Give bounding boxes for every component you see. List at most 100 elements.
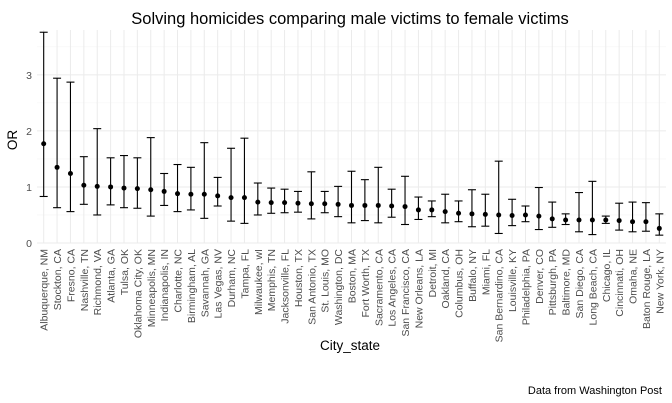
chart-title: Solving homicides comparing male victims… bbox=[131, 10, 568, 28]
x-tick-label: San Bernardino, CA bbox=[494, 249, 506, 342]
estimate-point bbox=[161, 188, 167, 194]
estimate-point bbox=[148, 187, 154, 193]
x-tick-label: Baton Rouge, LA bbox=[641, 249, 653, 329]
y-axis-ticks: 0 1 2 3 bbox=[26, 70, 32, 250]
x-tick-label: Cincinnati, OH bbox=[614, 249, 626, 317]
x-tick-label: Buffalo, NY bbox=[467, 249, 479, 302]
estimate-point bbox=[335, 201, 341, 207]
estimate-point bbox=[482, 211, 488, 217]
estimate-point bbox=[108, 184, 114, 190]
x-tick-label: Chicago, IL bbox=[601, 249, 613, 302]
x-tick-label: San Antonio, TX bbox=[306, 249, 318, 325]
x-tick-label: Columbus, OH bbox=[454, 249, 466, 318]
estimate-point bbox=[188, 191, 194, 197]
estimate-point bbox=[469, 211, 475, 217]
x-tick-label: Denver, CO bbox=[534, 249, 546, 304]
estimate-point bbox=[589, 217, 595, 223]
estimate-point bbox=[228, 195, 234, 201]
x-tick-label: Philadelphia, PA bbox=[520, 249, 532, 325]
estimate-point bbox=[402, 204, 408, 210]
x-tick-label: San Diego, CA bbox=[574, 249, 586, 318]
estimate-point bbox=[496, 212, 502, 218]
estimate-point bbox=[54, 164, 60, 170]
x-tick-label: Jacksonville, FL bbox=[280, 249, 292, 324]
x-tick-label: Washington, DC bbox=[333, 249, 345, 325]
x-tick-label: Savannah, GA bbox=[199, 249, 211, 317]
x-tick-label: St. Louis, MO bbox=[320, 249, 332, 313]
y-tick-label: 0 bbox=[26, 238, 32, 250]
estimate-point bbox=[67, 170, 73, 176]
estimate-point bbox=[389, 203, 395, 209]
estimate-point bbox=[134, 186, 140, 192]
x-tick-label: Stockton, CA bbox=[52, 249, 64, 310]
estimate-point bbox=[308, 201, 314, 207]
estimate-point bbox=[536, 213, 542, 219]
x-tick-label: Durham, NC bbox=[226, 249, 238, 308]
x-tick-label: Tampa, FL bbox=[239, 249, 251, 299]
estimate-point bbox=[41, 141, 47, 147]
estimate-point bbox=[175, 191, 181, 197]
x-tick-label: New York, NY bbox=[654, 249, 666, 314]
x-tick-label: Nashville, TN bbox=[79, 249, 91, 311]
x-tick-label: Atlanta, GA bbox=[106, 249, 118, 303]
x-tick-label: Los Angeles, CA bbox=[387, 249, 399, 327]
x-tick-label: Omaha, NE bbox=[628, 249, 640, 304]
estimate-point bbox=[295, 200, 301, 206]
estimate-point bbox=[362, 202, 368, 208]
estimate-point bbox=[322, 201, 328, 207]
estimate-point bbox=[630, 219, 636, 225]
x-tick-label: Tulsa, OK bbox=[119, 249, 131, 295]
x-tick-label: Indianapolis, IN bbox=[159, 249, 171, 321]
x-tick-label: Memphis, TN bbox=[266, 249, 278, 311]
y-tick-label: 3 bbox=[26, 70, 32, 82]
estimate-point bbox=[616, 218, 622, 224]
x-tick-label: Oklahoma City, OK bbox=[132, 249, 144, 338]
x-tick-label: Houston, TX bbox=[293, 249, 305, 307]
x-tick-label: Charlotte, NC bbox=[173, 249, 185, 313]
estimate-point bbox=[375, 202, 381, 208]
x-tick-label: New Orleans, LA bbox=[413, 249, 425, 328]
x-tick-label: Richmond, VA bbox=[92, 249, 104, 315]
estimate-point bbox=[429, 207, 435, 213]
x-tick-label: Oakland, CA bbox=[440, 249, 452, 309]
y-tick-label: 2 bbox=[26, 126, 32, 138]
error-bar-series bbox=[39, 31, 664, 236]
x-tick-label: Minneapolis, MN bbox=[146, 249, 158, 327]
x-tick-label: Fort Worth, TX bbox=[360, 249, 372, 317]
x-tick-label: Sacramento, CA bbox=[373, 249, 385, 326]
x-tick-label: Albuquerque, NM bbox=[39, 249, 51, 331]
x-axis-title: City_state bbox=[320, 338, 380, 353]
x-tick-label: Louisville, KY bbox=[507, 249, 519, 312]
estimate-point bbox=[282, 200, 288, 206]
estimate-point bbox=[255, 199, 261, 205]
x-tick-label: Miami, FL bbox=[480, 249, 492, 295]
estimate-point bbox=[456, 210, 462, 216]
estimate-point bbox=[522, 212, 528, 218]
estimate-point bbox=[81, 182, 87, 188]
x-tick-label: Pittsburgh, PA bbox=[547, 249, 559, 315]
estimate-point bbox=[603, 217, 609, 223]
estimate-point bbox=[576, 217, 582, 223]
y-axis-title: OR bbox=[5, 130, 20, 151]
estimate-point bbox=[349, 202, 354, 208]
estimate-point bbox=[643, 219, 649, 225]
x-tick-label: Detroit, MI bbox=[427, 249, 439, 297]
x-tick-label: Boston, MA bbox=[347, 249, 359, 303]
caption: Data from Washington Post bbox=[528, 385, 662, 397]
estimate-point bbox=[121, 185, 127, 191]
y-tick-label: 1 bbox=[26, 182, 32, 194]
estimate-point bbox=[241, 195, 247, 201]
x-tick-label: Fresno, CA bbox=[65, 249, 77, 302]
estimate-point bbox=[94, 183, 100, 189]
x-tick-label: Long Beach, CA bbox=[587, 249, 599, 325]
x-axis-ticks: Albuquerque, NM Stockton, CA Fresno, CA Nas… bbox=[39, 249, 667, 343]
x-tick-label: Baltimore, MD bbox=[561, 249, 573, 316]
x-tick-label: Milwaukee, wI bbox=[253, 249, 265, 315]
estimate-point bbox=[415, 207, 421, 213]
estimate-point bbox=[549, 216, 555, 222]
estimate-point bbox=[268, 200, 274, 206]
estimate-point bbox=[442, 209, 448, 215]
x-tick-label: San Francisco, CA bbox=[400, 249, 412, 337]
